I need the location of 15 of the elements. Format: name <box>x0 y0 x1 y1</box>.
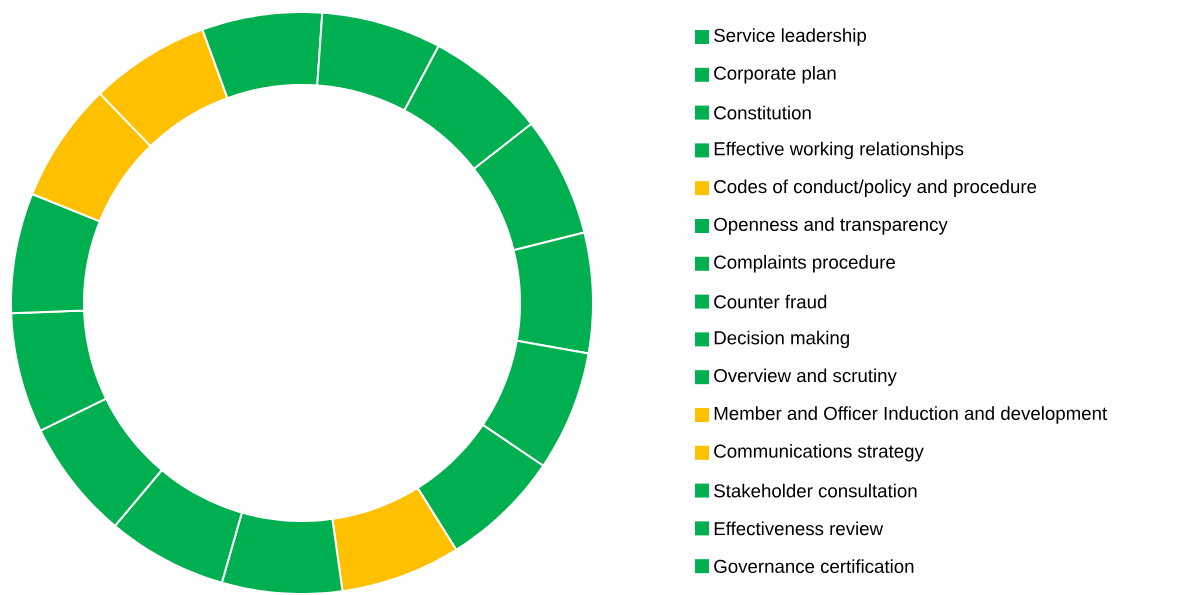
legend-label: Communications strategy <box>714 444 924 462</box>
legend-label: Counter fraud <box>714 294 827 309</box>
legend-label: Governance certification <box>714 559 914 574</box>
legend-label: Complaints procedure <box>714 255 896 273</box>
legend-label: Openness and transparency <box>714 217 948 235</box>
legend-label: Corporate plan <box>714 66 836 84</box>
legend-label: Effectiveness review <box>714 521 884 536</box>
legend-label: Member and Officer Induction and development <box>714 406 1108 424</box>
legend-label: Service leadership <box>714 28 866 46</box>
legend-label: Constitution <box>714 105 811 120</box>
legend-label: Codes of conduct/policy and procedure <box>714 179 1037 197</box>
legend-label: Stakeholder consultation <box>714 483 917 498</box>
legend-label: Overview and scrutiny <box>714 368 897 386</box>
legend-label: Decision making <box>714 330 849 349</box>
legend-label: Effective working relationships <box>714 141 964 160</box>
